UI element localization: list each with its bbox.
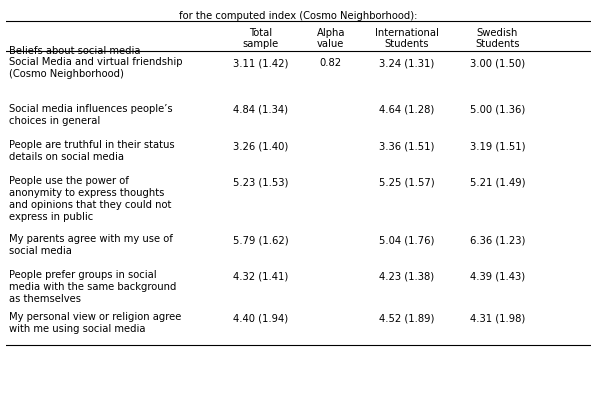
Text: 3.24 (1.31): 3.24 (1.31) <box>379 58 435 68</box>
Text: 5.04 (1.76): 5.04 (1.76) <box>379 235 435 245</box>
Text: Beliefs about social media: Beliefs about social media <box>9 46 140 56</box>
Text: 4.31 (1.98): 4.31 (1.98) <box>470 313 525 323</box>
Text: 3.00 (1.50): 3.00 (1.50) <box>470 58 525 68</box>
Text: 5.00 (1.36): 5.00 (1.36) <box>470 105 525 115</box>
Text: Social media influences people’s
choices in general: Social media influences people’s choices… <box>9 103 173 126</box>
Text: 4.84 (1.34): 4.84 (1.34) <box>233 105 288 115</box>
Text: 5.25 (1.57): 5.25 (1.57) <box>379 177 435 187</box>
Text: 4.32 (1.41): 4.32 (1.41) <box>233 270 288 280</box>
Text: 0.82: 0.82 <box>319 58 341 68</box>
Text: Total
sample: Total sample <box>242 28 279 49</box>
Text: People prefer groups in social
media with the same background
as themselves: People prefer groups in social media wit… <box>9 269 176 303</box>
Text: My parents agree with my use of
social media: My parents agree with my use of social m… <box>9 234 173 256</box>
Text: 5.23 (1.53): 5.23 (1.53) <box>233 177 288 187</box>
Text: 4.23 (1.38): 4.23 (1.38) <box>379 270 434 280</box>
Text: Social Media and virtual friendship
(Cosmo Neighborhood): Social Media and virtual friendship (Cos… <box>9 57 183 79</box>
Text: 5.21 (1.49): 5.21 (1.49) <box>470 177 525 187</box>
Text: Swedish
Students: Swedish Students <box>475 28 519 49</box>
Text: for the computed index (Cosmo Neighborhood):: for the computed index (Cosmo Neighborho… <box>179 11 418 21</box>
Text: 3.26 (1.40): 3.26 (1.40) <box>233 141 288 151</box>
Text: Alpha
value: Alpha value <box>316 28 345 49</box>
Text: International
Students: International Students <box>375 28 439 49</box>
Text: My personal view or religion agree
with me using social media: My personal view or religion agree with … <box>9 312 181 334</box>
Text: 3.11 (1.42): 3.11 (1.42) <box>233 58 288 68</box>
Text: 4.39 (1.43): 4.39 (1.43) <box>470 270 525 280</box>
Text: 3.19 (1.51): 3.19 (1.51) <box>470 141 525 151</box>
Text: 4.52 (1.89): 4.52 (1.89) <box>379 313 435 323</box>
Text: People use the power of
anonymity to express thoughts
and opinions that they cou: People use the power of anonymity to exp… <box>9 176 171 222</box>
Text: People are truthful in their status
details on social media: People are truthful in their status deta… <box>9 140 174 162</box>
Text: 4.64 (1.28): 4.64 (1.28) <box>379 105 435 115</box>
Text: 5.79 (1.62): 5.79 (1.62) <box>233 235 288 245</box>
Text: 4.40 (1.94): 4.40 (1.94) <box>233 313 288 323</box>
Text: 6.36 (1.23): 6.36 (1.23) <box>470 235 525 245</box>
Text: 3.36 (1.51): 3.36 (1.51) <box>379 141 435 151</box>
